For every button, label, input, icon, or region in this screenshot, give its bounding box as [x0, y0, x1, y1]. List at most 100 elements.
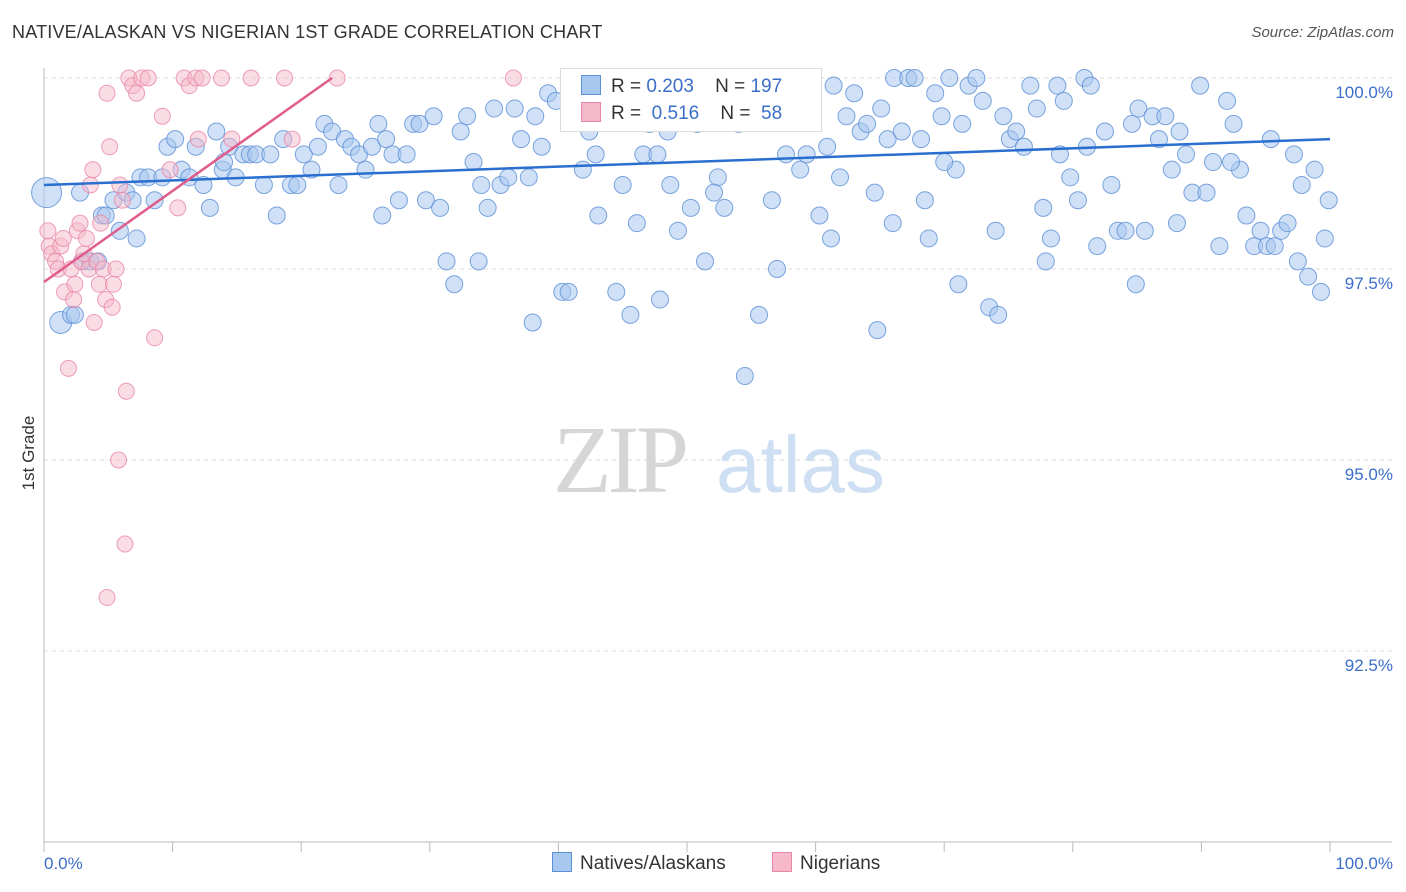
- point-natives-37: [294, 145, 313, 164]
- point-nigerians-42: [153, 107, 171, 125]
- point-natives-128: [912, 130, 931, 149]
- point-nigerians-6: [54, 229, 72, 247]
- point-natives-200: [822, 229, 841, 248]
- gridlines: [44, 77, 1392, 652]
- point-natives-151: [1068, 191, 1087, 210]
- point-natives-210: [1261, 130, 1280, 149]
- point-natives-23: [200, 198, 219, 217]
- point-natives-60: [451, 122, 470, 141]
- point-natives-72: [532, 137, 551, 156]
- point-natives-173: [1218, 91, 1237, 110]
- point-natives-106: [762, 191, 781, 210]
- point-natives-209: [1221, 153, 1240, 172]
- point-natives-130: [926, 84, 945, 103]
- point-natives-178: [1251, 221, 1270, 240]
- correlation-legend: R = 0.203 N = 197 R = 0.516 N = 58: [560, 68, 822, 132]
- point-natives-185: [1299, 267, 1318, 286]
- point-natives-122: [872, 99, 891, 118]
- point-natives-197: [650, 290, 669, 309]
- bottom-legend-natives[interactable]: Natives/Alaskans: [552, 852, 726, 875]
- point-nigerians-34: [116, 535, 134, 553]
- point-nigerians-20: [85, 313, 103, 331]
- point-natives-121: [865, 183, 884, 202]
- point-natives-149: [1054, 91, 1073, 110]
- point-natives-111: [797, 145, 816, 164]
- point-natives-33: [267, 206, 286, 225]
- r-value-nigerians: 0.516: [651, 103, 700, 124]
- point-nigerians-13: [71, 214, 89, 232]
- point-natives-113: [810, 206, 829, 225]
- point-natives-116: [831, 168, 850, 187]
- legend-swatch-blue: [581, 75, 601, 95]
- point-natives-84: [613, 175, 632, 194]
- point-natives-78: [573, 160, 592, 179]
- point-nigerians-29: [104, 275, 122, 293]
- point-natives-148: [1048, 76, 1067, 95]
- point-natives-125: [892, 122, 911, 141]
- point-natives-139: [986, 221, 1005, 240]
- point-natives-76: [559, 282, 578, 301]
- trend-line-natives: [43, 137, 1331, 187]
- point-natives-205: [1036, 252, 1055, 271]
- legend-row-nigerians: R = 0.516 N = 58: [581, 102, 782, 126]
- point-natives-69: [512, 130, 531, 149]
- point-natives-140: [994, 107, 1013, 126]
- point-natives-211: [1288, 252, 1307, 271]
- point-natives-202: [915, 191, 934, 210]
- point-natives-65: [485, 99, 504, 118]
- bottom-legend-nigerians[interactable]: Nigerians: [772, 852, 880, 875]
- point-natives-15: [145, 191, 164, 210]
- point-nigerians-41: [146, 329, 164, 347]
- point-natives-32: [261, 145, 280, 164]
- point-natives-188: [1315, 229, 1334, 248]
- point-nigerians-52: [242, 69, 260, 87]
- point-nigerians-56: [504, 69, 522, 87]
- point-nigerians-55: [328, 69, 346, 87]
- watermark-zip: ZIP: [553, 406, 686, 513]
- point-nigerians-8: [59, 359, 77, 377]
- point-natives-70: [519, 168, 538, 187]
- point-natives-199: [768, 260, 787, 278]
- point-natives-52: [397, 145, 416, 164]
- point-natives-98: [708, 168, 727, 187]
- point-nigerians-32: [111, 176, 129, 194]
- series-nigerians: [39, 69, 522, 607]
- point-nigerians-22: [90, 275, 108, 293]
- point-natives-22: [194, 175, 213, 194]
- point-natives-208: [1167, 214, 1186, 233]
- n-value-natives: 197: [750, 76, 783, 97]
- point-natives-182: [1278, 214, 1297, 233]
- point-natives-59: [445, 275, 464, 294]
- point-natives-136: [967, 69, 986, 87]
- r-value-natives: 0.203: [646, 76, 694, 97]
- point-natives-18: [166, 130, 185, 149]
- point-natives-198: [705, 183, 724, 202]
- point-natives-67: [499, 168, 518, 187]
- point-natives-129: [919, 229, 938, 248]
- point-natives-161: [1135, 221, 1154, 240]
- point-natives-104: [750, 305, 769, 324]
- point-nigerians-35: [117, 382, 135, 400]
- trend-lines: [43, 76, 1331, 284]
- n-value-nigerians: 58: [761, 103, 783, 124]
- point-nigerians-44: [169, 199, 187, 217]
- trend-line-nigerians: [43, 76, 333, 284]
- point-natives-159: [1122, 114, 1141, 133]
- point-nigerians-57: [98, 589, 116, 607]
- chart-title: NATIVE/ALASKAN VS NIGERIAN 1ST GRADE COR…: [12, 22, 603, 42]
- point-natives-180: [1265, 237, 1284, 256]
- point-nigerians-40: [139, 69, 157, 87]
- point-natives-31: [254, 175, 273, 194]
- point-nigerians-27: [101, 138, 119, 156]
- point-natives-207: [1126, 275, 1145, 294]
- point-natives-215: [935, 153, 954, 172]
- y-tick-label-1: 95.0%: [1345, 465, 1393, 484]
- point-natives-62: [464, 153, 483, 172]
- point-natives-142: [1007, 122, 1026, 141]
- point-natives-195: [523, 313, 542, 332]
- point-nigerians-51: [223, 130, 241, 148]
- point-natives-99: [715, 198, 734, 217]
- point-natives-143: [1014, 137, 1033, 156]
- point-natives-134: [953, 114, 972, 133]
- point-natives-193: [373, 206, 392, 225]
